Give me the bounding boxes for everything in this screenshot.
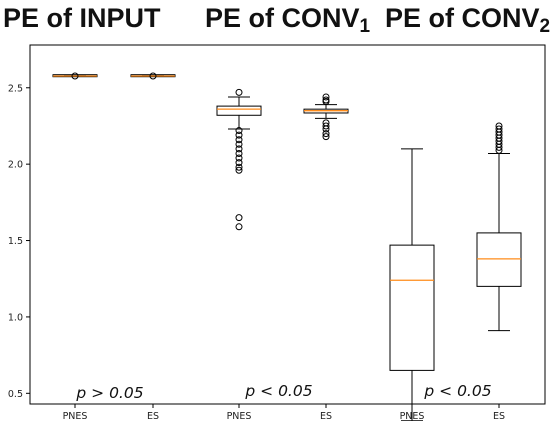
outlier-point [235,88,243,96]
y-tick-label: 1.0 [8,312,23,323]
y-tick-label: 2.0 [8,160,23,171]
pvalue-conv1: p < 0.05 [244,382,312,400]
outlier-point [235,140,243,148]
outlier-point [495,125,503,133]
title-conv1: PE of CONV1 [205,3,371,37]
x-tick-label: PNES [227,411,252,421]
pvalue-conv2: p < 0.05 [423,382,491,400]
title-conv2-main: PE of CONV [385,3,540,33]
outlier-point [322,93,330,101]
outlier-point [235,223,243,231]
title-conv2-sub: 2 [540,16,550,37]
title-conv1-main: PE of CONV [205,3,360,33]
title-input-main: PE of INPUT [3,3,161,33]
title-input: PE of INPUT [3,3,161,33]
x-tick-label: ES [147,411,159,421]
x-tick-label: ES [320,411,332,421]
box [476,232,522,287]
outlier-point [322,130,330,138]
y-tick-label: 1.5 [8,236,23,247]
outlier-point [235,214,243,222]
box [216,105,262,116]
outlier-point [322,122,330,130]
outlier-point [235,136,243,144]
outlier-point [322,133,330,141]
y-tick-label: 2.5 [8,83,23,94]
outlier-point [71,72,79,80]
pvalue-input: p > 0.05 [75,384,143,402]
title-conv1-sub: 1 [360,16,371,37]
plot-frame [29,44,546,405]
outlier-point [235,145,243,153]
outlier-point [235,163,243,171]
outlier-point [235,149,243,157]
outlier-point [235,159,243,167]
outlier-point [495,122,503,130]
box [389,244,435,371]
outlier-point [235,154,243,162]
outlier-point [322,125,330,133]
title-conv2: PE of CONV2 [385,3,550,37]
outlier-point [322,98,330,106]
y-tick-label: 0.5 [8,389,23,400]
outlier-point [149,72,157,80]
outlier-point [235,127,243,135]
outlier-point [235,166,243,174]
outlier-point [235,131,243,139]
x-tick-label: PNES [63,411,88,421]
x-tick-label: ES [493,411,505,421]
